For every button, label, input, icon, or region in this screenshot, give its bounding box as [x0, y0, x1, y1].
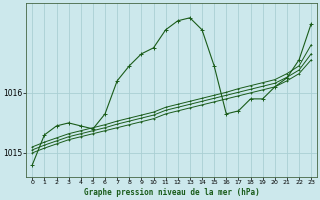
X-axis label: Graphe pression niveau de la mer (hPa): Graphe pression niveau de la mer (hPa) — [84, 188, 260, 197]
